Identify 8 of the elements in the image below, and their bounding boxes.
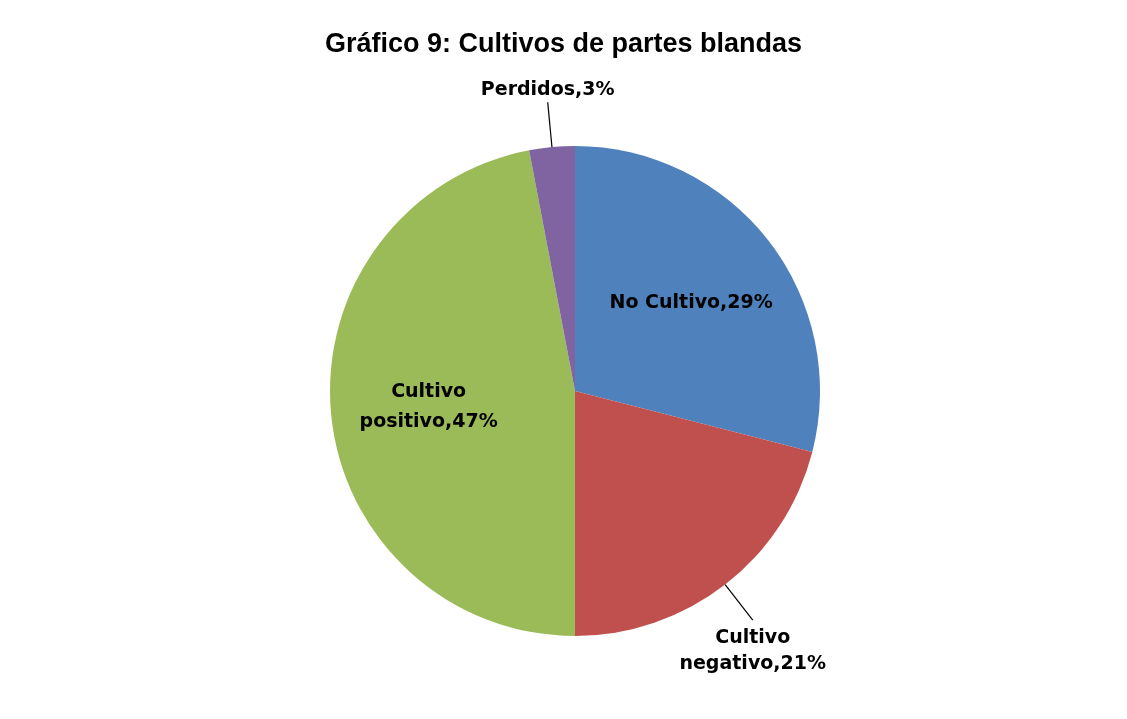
slice-label: Perdidos,3% xyxy=(480,77,615,100)
slice-label: Cultivo positivo,47% xyxy=(359,378,498,431)
slice-label: Cultivo negativo,21% xyxy=(679,625,827,674)
chart-title: Gráfico 9: Cultivos de partes blandas xyxy=(323,28,804,59)
pie-slice xyxy=(529,146,575,391)
pie-slice xyxy=(575,146,820,452)
slice-label: No Cultivo,29% xyxy=(609,289,773,312)
pie-slice xyxy=(330,150,575,636)
